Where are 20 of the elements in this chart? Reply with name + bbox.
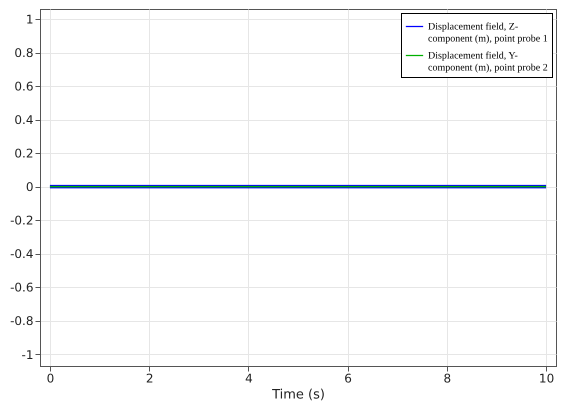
y-tick-label: 0.6	[14, 80, 34, 94]
y-tick-label: 0	[26, 180, 34, 194]
x-tick-label: 2	[146, 372, 154, 386]
legend-label: Displacement field, Y-component (m), point probe 2	[428, 50, 548, 74]
y-tick-label: 0.8	[14, 46, 34, 60]
y-tick-label: -0.2	[10, 214, 34, 228]
x-axis-title: Time (s)	[271, 388, 325, 402]
y-tick-label: -0.4	[10, 247, 34, 262]
y-tick-label: 1	[26, 12, 34, 27]
y-tick-label: -0.8	[10, 314, 34, 328]
y-tick-label: 0.4	[14, 113, 34, 128]
x-tick-label: 0	[46, 372, 54, 386]
x-tick-label: 4	[245, 372, 253, 386]
x-tick-label: 10	[538, 372, 554, 386]
x-tick-label: 6	[344, 372, 352, 386]
y-tick-label: -0.6	[10, 280, 34, 295]
legend-label: Displacement field, Z-component (m), point probe 1	[428, 22, 548, 44]
y-tick-label: -1	[22, 348, 34, 362]
y-tick-label: 0.2	[14, 146, 34, 161]
x-tick-label: 8	[444, 372, 452, 386]
